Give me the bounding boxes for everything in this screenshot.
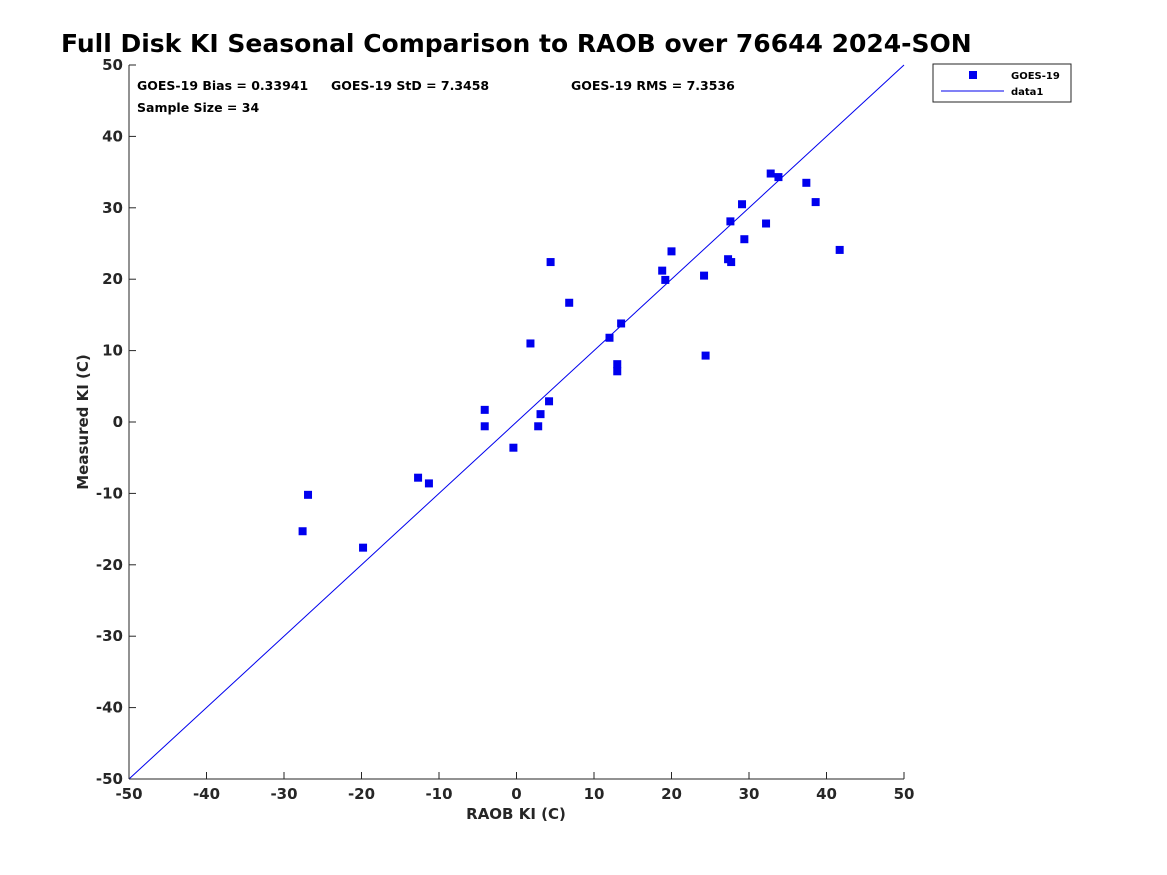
y-tick-label: 40 <box>102 127 123 145</box>
data-point <box>414 473 423 482</box>
data-point <box>701 351 710 360</box>
data-point <box>661 275 670 284</box>
data-point <box>565 298 574 307</box>
data-point <box>774 173 783 182</box>
y-tick-label: 0 <box>113 413 123 431</box>
data-point <box>359 543 368 552</box>
data-point <box>835 245 844 254</box>
stat-bias: GOES-19 Bias = 0.33941 <box>137 78 308 93</box>
data-point <box>802 178 811 187</box>
y-tick-label: 10 <box>102 342 123 360</box>
data-point <box>738 200 747 209</box>
chart-title: Full Disk KI Seasonal Comparison to RAOB… <box>61 29 972 58</box>
data-point <box>700 271 709 280</box>
x-tick-label: -30 <box>270 785 297 803</box>
data-point <box>617 319 626 328</box>
x-tick-label: 0 <box>511 785 521 803</box>
data-point <box>762 219 771 228</box>
y-tick-label: -10 <box>96 484 123 502</box>
y-tick-label: 20 <box>102 270 123 288</box>
tick-marks <box>128 64 905 780</box>
data-point <box>534 422 543 431</box>
x-tick-label: -40 <box>193 785 220 803</box>
legend-box <box>932 63 1072 103</box>
x-tick-label: 40 <box>816 785 837 803</box>
data-point <box>726 217 735 226</box>
y-tick-labels: -50 -40 -30 -20 -10 0 10 20 30 40 50 <box>96 56 123 788</box>
data-point <box>304 490 313 499</box>
series-line-data1 <box>128 64 905 780</box>
stat-rms: GOES-19 RMS = 7.3536 <box>571 78 735 93</box>
data-point <box>424 479 433 488</box>
data-point <box>667 247 676 256</box>
x-tick-label: -50 <box>115 785 142 803</box>
stat-std: GOES-19 StD = 7.3458 <box>331 78 489 93</box>
data-point <box>811 198 820 207</box>
x-tick-label: -20 <box>348 785 375 803</box>
data-point <box>509 443 518 452</box>
scatter-points-goes19 <box>298 169 844 552</box>
x-tick-label: -10 <box>425 785 452 803</box>
y-tick-label: -30 <box>96 627 123 645</box>
legend: GOES-19 data1 <box>932 63 1072 103</box>
y-tick-label: -20 <box>96 556 123 574</box>
x-tick-label: 10 <box>584 785 605 803</box>
data-point <box>658 266 667 275</box>
data-point <box>766 169 775 178</box>
data-point <box>605 333 614 342</box>
x-tick-label: 30 <box>739 785 760 803</box>
legend-marker-goes19 <box>969 71 977 79</box>
data-point <box>480 422 489 431</box>
data-point <box>545 397 554 406</box>
x-axis-label: RAOB KI (C) <box>466 805 566 823</box>
data-point <box>480 405 489 414</box>
x-tick-label: 20 <box>661 785 682 803</box>
y-tick-label: -50 <box>96 770 123 788</box>
y-tick-label: 50 <box>102 56 123 74</box>
y-tick-label: 30 <box>102 199 123 217</box>
data-point <box>298 527 307 536</box>
legend-label-goes19: GOES-19 <box>1011 71 1060 82</box>
x-tick-labels: -50 -40 -30 -20 -10 0 10 20 30 40 50 <box>115 785 914 803</box>
y-axis-label: Measured KI (C) <box>74 354 92 490</box>
data-point <box>526 339 535 348</box>
legend-label-data1: data1 <box>1011 87 1043 98</box>
data-point <box>546 258 555 267</box>
stat-sample-size: Sample Size = 34 <box>137 100 259 115</box>
data-point <box>536 410 545 419</box>
data-point <box>740 235 749 244</box>
data-point <box>613 360 622 369</box>
y-tick-label: -40 <box>96 699 123 717</box>
data-point <box>727 258 736 267</box>
x-tick-label: 50 <box>894 785 915 803</box>
data-point <box>613 367 622 376</box>
